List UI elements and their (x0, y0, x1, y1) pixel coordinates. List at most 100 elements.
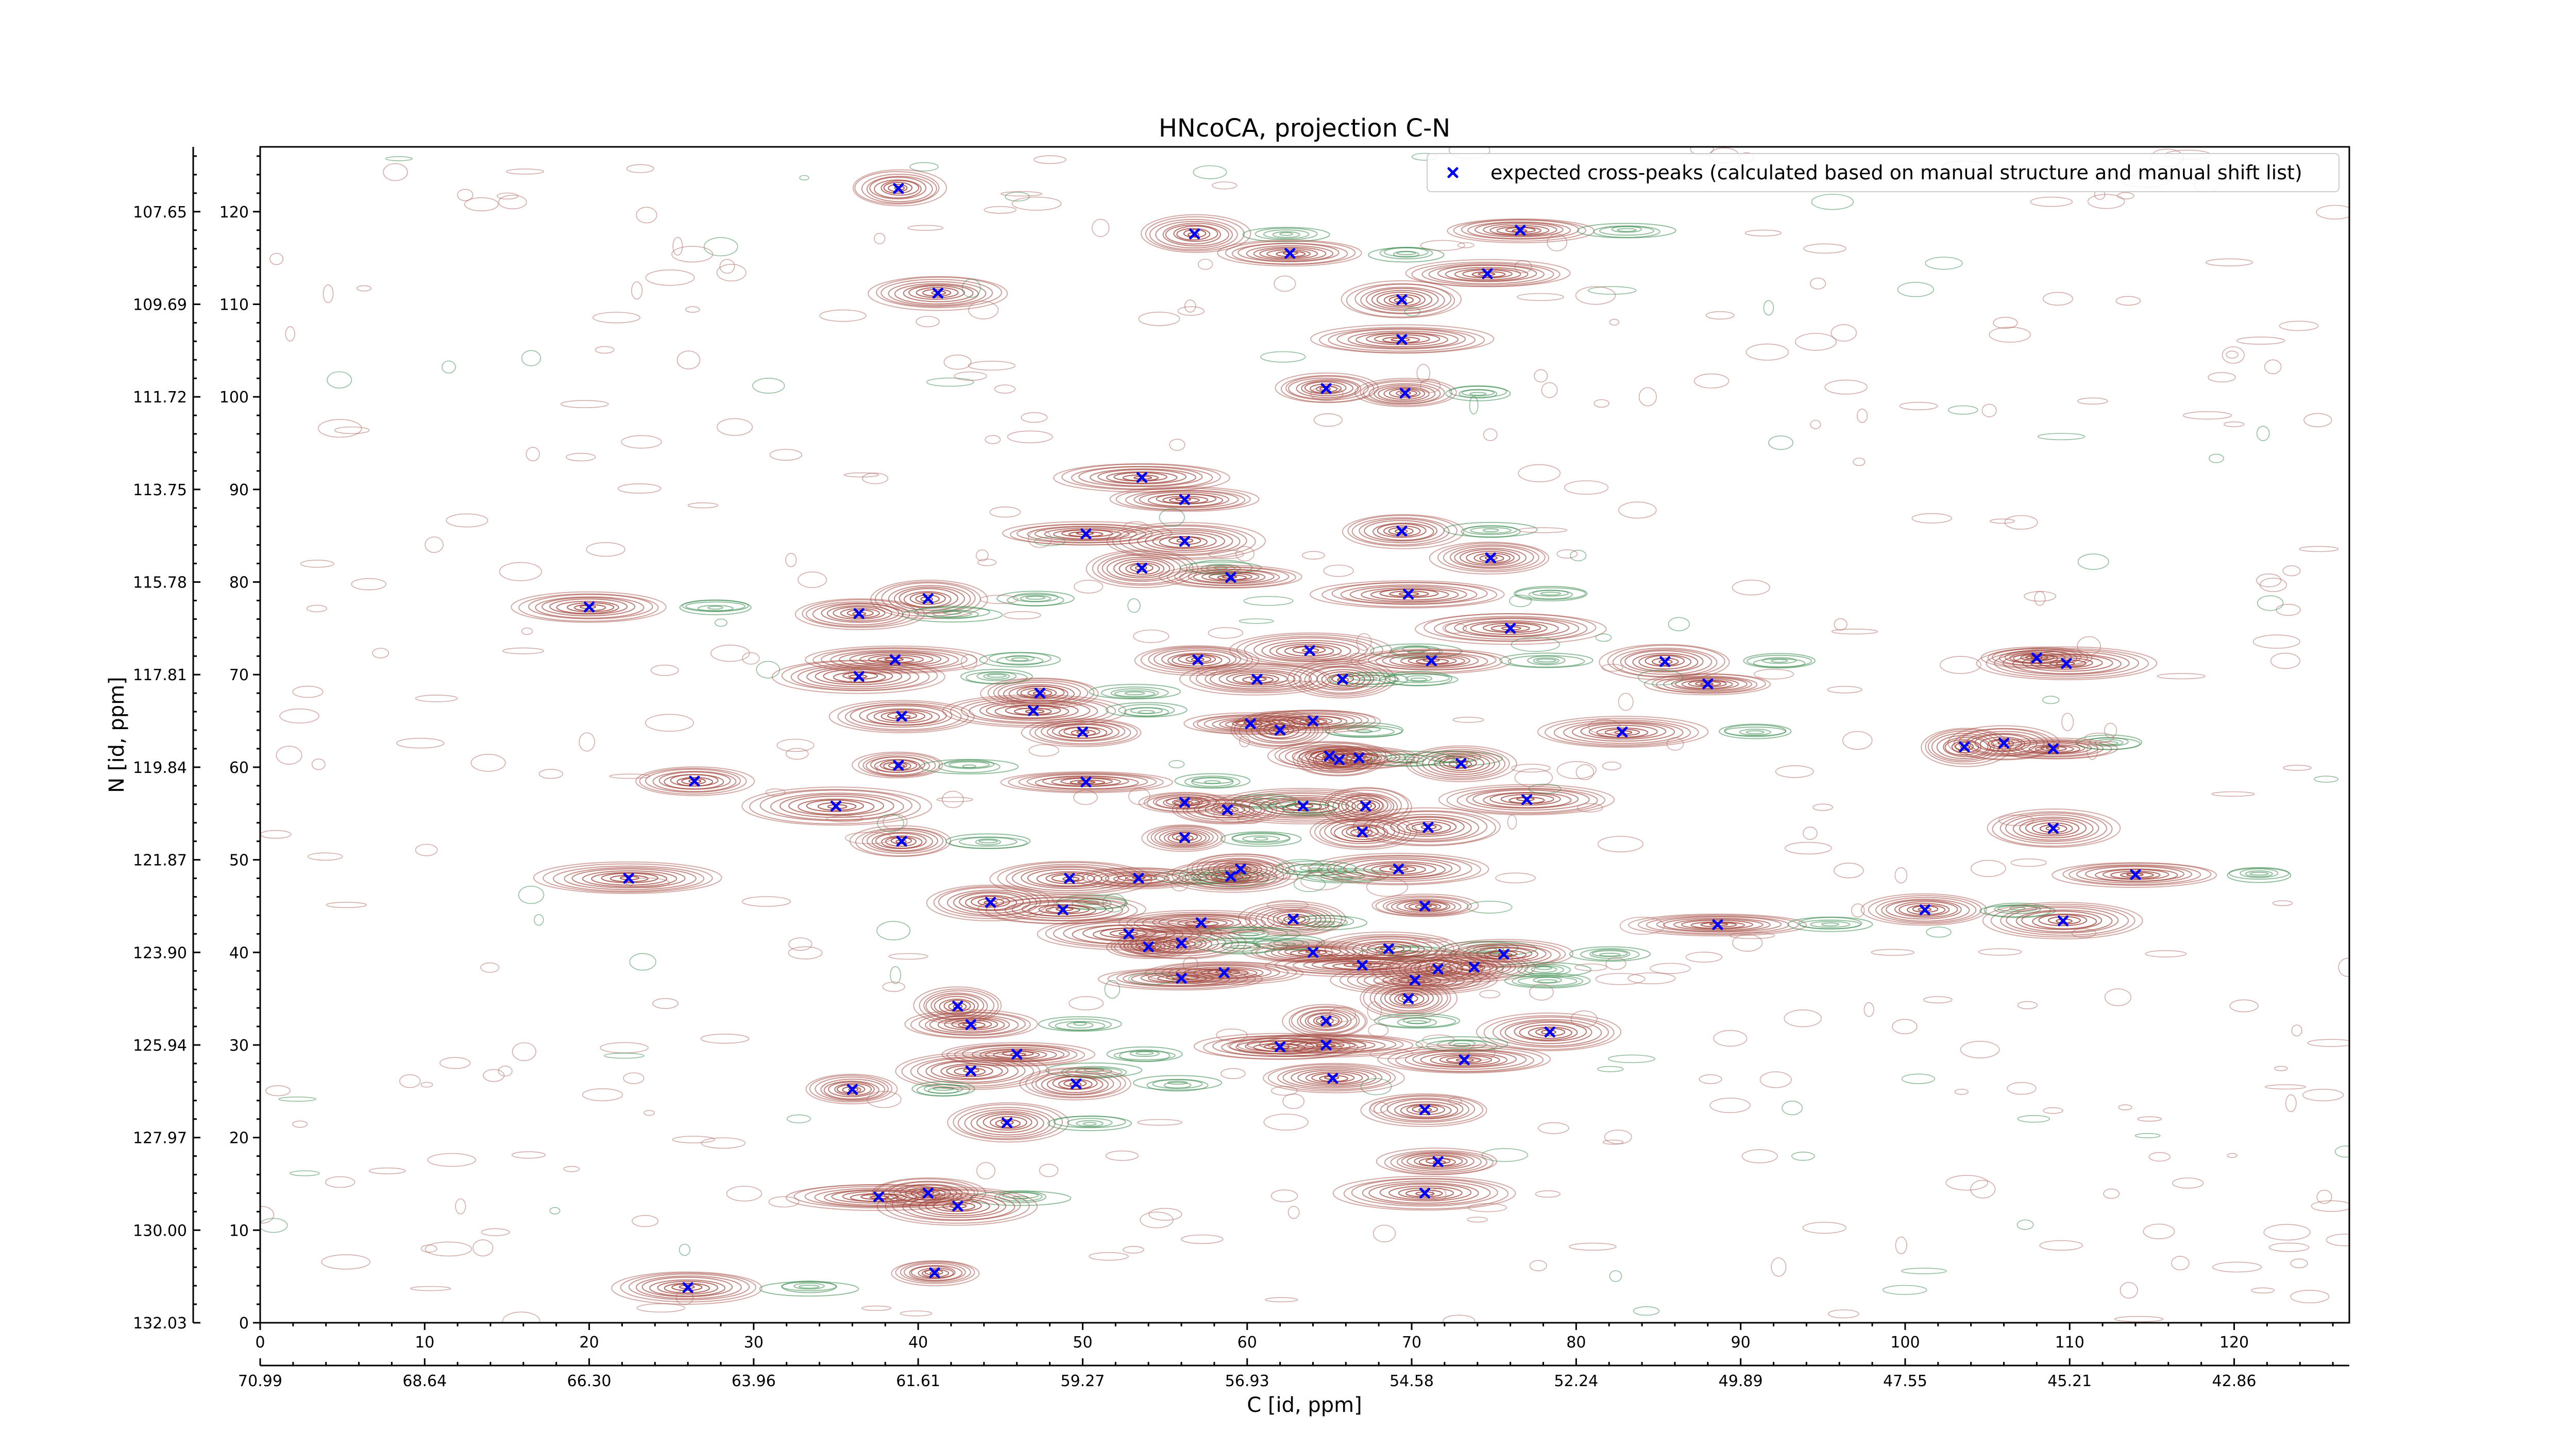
peak-contour (1188, 569, 1275, 584)
peak-contour (918, 1196, 999, 1217)
noise-contour (1028, 744, 1060, 757)
peak-contour (1484, 950, 1527, 960)
peak-contour (1430, 1054, 1500, 1066)
peak-contour (1183, 229, 1207, 238)
noise-contour (502, 647, 545, 654)
peak-contour (1161, 963, 1289, 982)
peak-contour (1011, 900, 1114, 919)
peak-contour (1373, 1096, 1476, 1123)
noise-contour (1266, 900, 1309, 911)
peak-contour (919, 988, 999, 1023)
negative-contour (1512, 974, 1584, 988)
peak-contour (1398, 1187, 1454, 1199)
peak-contour (1371, 894, 1479, 917)
noise-contour (1287, 1206, 1300, 1219)
noise-contour (1181, 1234, 1224, 1244)
peak-contour (1105, 873, 1170, 885)
noise-contour (756, 661, 780, 679)
peak-contour (1149, 218, 1238, 250)
peak-contour (749, 789, 921, 824)
noise-contour (1827, 1309, 1859, 1319)
negative-contour (1374, 1013, 1461, 1029)
peak-contour (1528, 1026, 1572, 1039)
noise-contour (499, 562, 542, 581)
peak-contour (1612, 647, 1718, 677)
noise-contour (2017, 1115, 2050, 1123)
cross-peak-point (1304, 645, 1315, 656)
noise-contour (1791, 1152, 1815, 1161)
noise-contour (631, 281, 643, 300)
peak-contour (1434, 616, 1588, 642)
peak-contour (929, 1016, 1010, 1034)
peak-contour (1588, 724, 1658, 738)
noise-contour (888, 953, 928, 960)
peak-contour (908, 285, 965, 300)
peak-contour (1628, 914, 1807, 937)
noise-contour (1208, 549, 1244, 559)
noise-contour (2338, 957, 2349, 977)
noise-contour (1607, 1054, 1655, 1064)
peak-contour (645, 768, 741, 793)
peak-contour (1259, 711, 1369, 730)
noise-contour (1293, 876, 1326, 892)
noise-contour (563, 1166, 580, 1172)
peak-contour (917, 1057, 1026, 1085)
peak-contour (909, 1265, 963, 1281)
cross-peak-point (1002, 1117, 1013, 1128)
cross-peak-point (1515, 225, 1526, 236)
peak-contour (1168, 964, 1280, 981)
cross-peak-point (1353, 752, 1365, 764)
noise-contour (586, 542, 625, 557)
peak-contour (1361, 941, 1419, 956)
negative-contour (1020, 595, 1052, 602)
negative-contour (1537, 979, 1558, 983)
y-ppm-tick-label: 109.69 (133, 296, 187, 314)
noise-contour (2143, 1223, 2175, 1239)
peak-contour (1319, 818, 1406, 847)
peak-contour (1316, 1017, 1334, 1025)
noise-contour (472, 1239, 494, 1257)
noise-contour (1803, 827, 1818, 840)
peak-contour (1388, 1185, 1463, 1201)
negative-contour (1073, 1022, 1087, 1026)
noise-contour (2227, 1153, 2238, 1158)
noise-contour (1168, 760, 1185, 769)
peak-contour (1422, 751, 1500, 777)
noise-contour (1978, 948, 2022, 956)
noise-contour (1073, 789, 1098, 805)
peak-contour (986, 702, 1079, 719)
peak-contour (1412, 1105, 1438, 1113)
cross-peak-point (584, 601, 595, 613)
peak-contour (1395, 1049, 1534, 1072)
peak-contour (939, 999, 975, 1015)
noise-contour (420, 1244, 437, 1253)
peak-contour (869, 176, 927, 199)
negative-contour (1279, 232, 1294, 236)
noise-contour (741, 896, 791, 907)
noise-contour (1420, 240, 1465, 251)
noise-contour (726, 1186, 762, 1202)
peak-contour (946, 1043, 1086, 1066)
peak-contour (1306, 747, 1415, 769)
peak-contour (1328, 328, 1476, 352)
noise-contour (1313, 413, 1343, 427)
negative-contour (1184, 776, 1241, 788)
peak-contour (1058, 1079, 1093, 1090)
peak-contour (1646, 915, 1789, 934)
peak-contour (946, 1065, 993, 1077)
peak-contour (1140, 646, 1253, 674)
noise-contour (2316, 1189, 2332, 1204)
peak-contour (951, 1019, 992, 1030)
noise-contour (534, 914, 544, 926)
noise-contour (2137, 1116, 2162, 1122)
noise-contour (883, 814, 908, 830)
cross-peak-point (1064, 873, 1075, 884)
peak-contour (817, 802, 857, 811)
negative-contour (1114, 690, 1156, 697)
cross-peak-point (1136, 471, 1147, 483)
peak-contour (910, 1011, 1031, 1038)
peak-contour (1097, 469, 1187, 484)
peak-contour (1051, 777, 1121, 787)
cross-peak-layer (584, 183, 2141, 1293)
y-ppm-tick-label: 121.87 (133, 852, 187, 870)
